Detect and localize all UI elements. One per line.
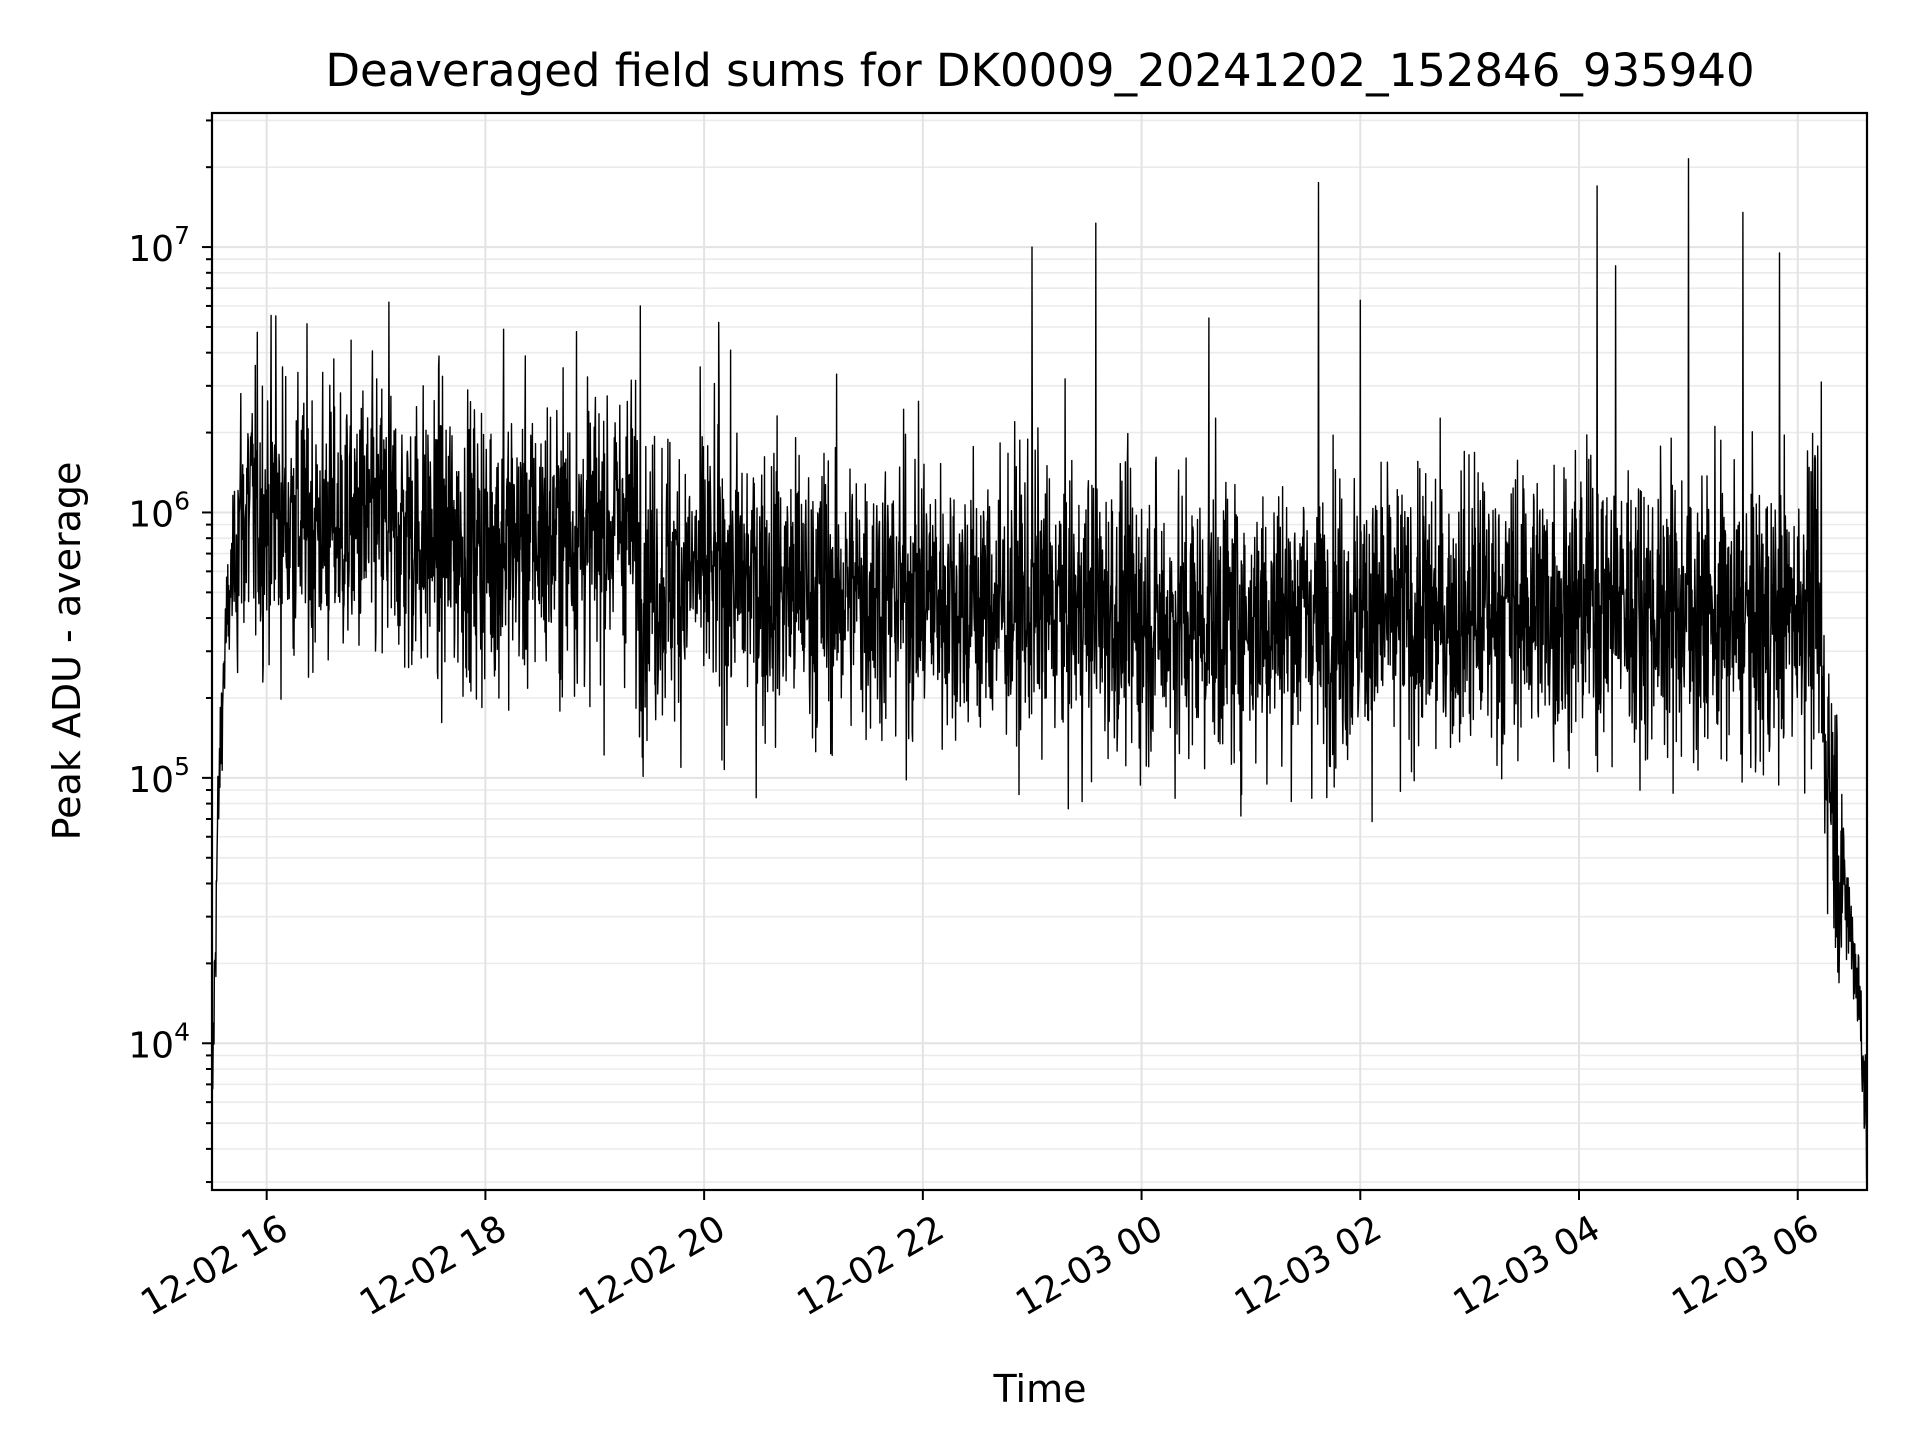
series-line — [211, 158, 1868, 1180]
y-tick-label-base: 10 — [128, 1025, 174, 1066]
series-group — [211, 158, 1868, 1180]
chart-title: Deaveraged field sums for DK0009_2024120… — [325, 44, 1754, 97]
y-tick-label: 105 — [128, 752, 190, 801]
y-tick-label-base: 10 — [128, 229, 174, 270]
y-axis-title: Peak ADU - average — [45, 462, 89, 841]
y-tick-label: 107 — [128, 221, 190, 270]
y-tick-label: 106 — [128, 486, 190, 535]
y-tick-label-exponent: 6 — [174, 486, 190, 515]
y-tick-label-base: 10 — [128, 760, 174, 801]
y-tick-label: 104 — [128, 1017, 190, 1066]
y-tick-label-exponent: 4 — [174, 1017, 190, 1046]
x-axis-title: Time — [993, 1367, 1087, 1411]
y-tick-label-exponent: 5 — [174, 752, 190, 781]
y-tick-label-base: 10 — [128, 494, 174, 535]
y-tick-label-exponent: 7 — [174, 221, 190, 250]
